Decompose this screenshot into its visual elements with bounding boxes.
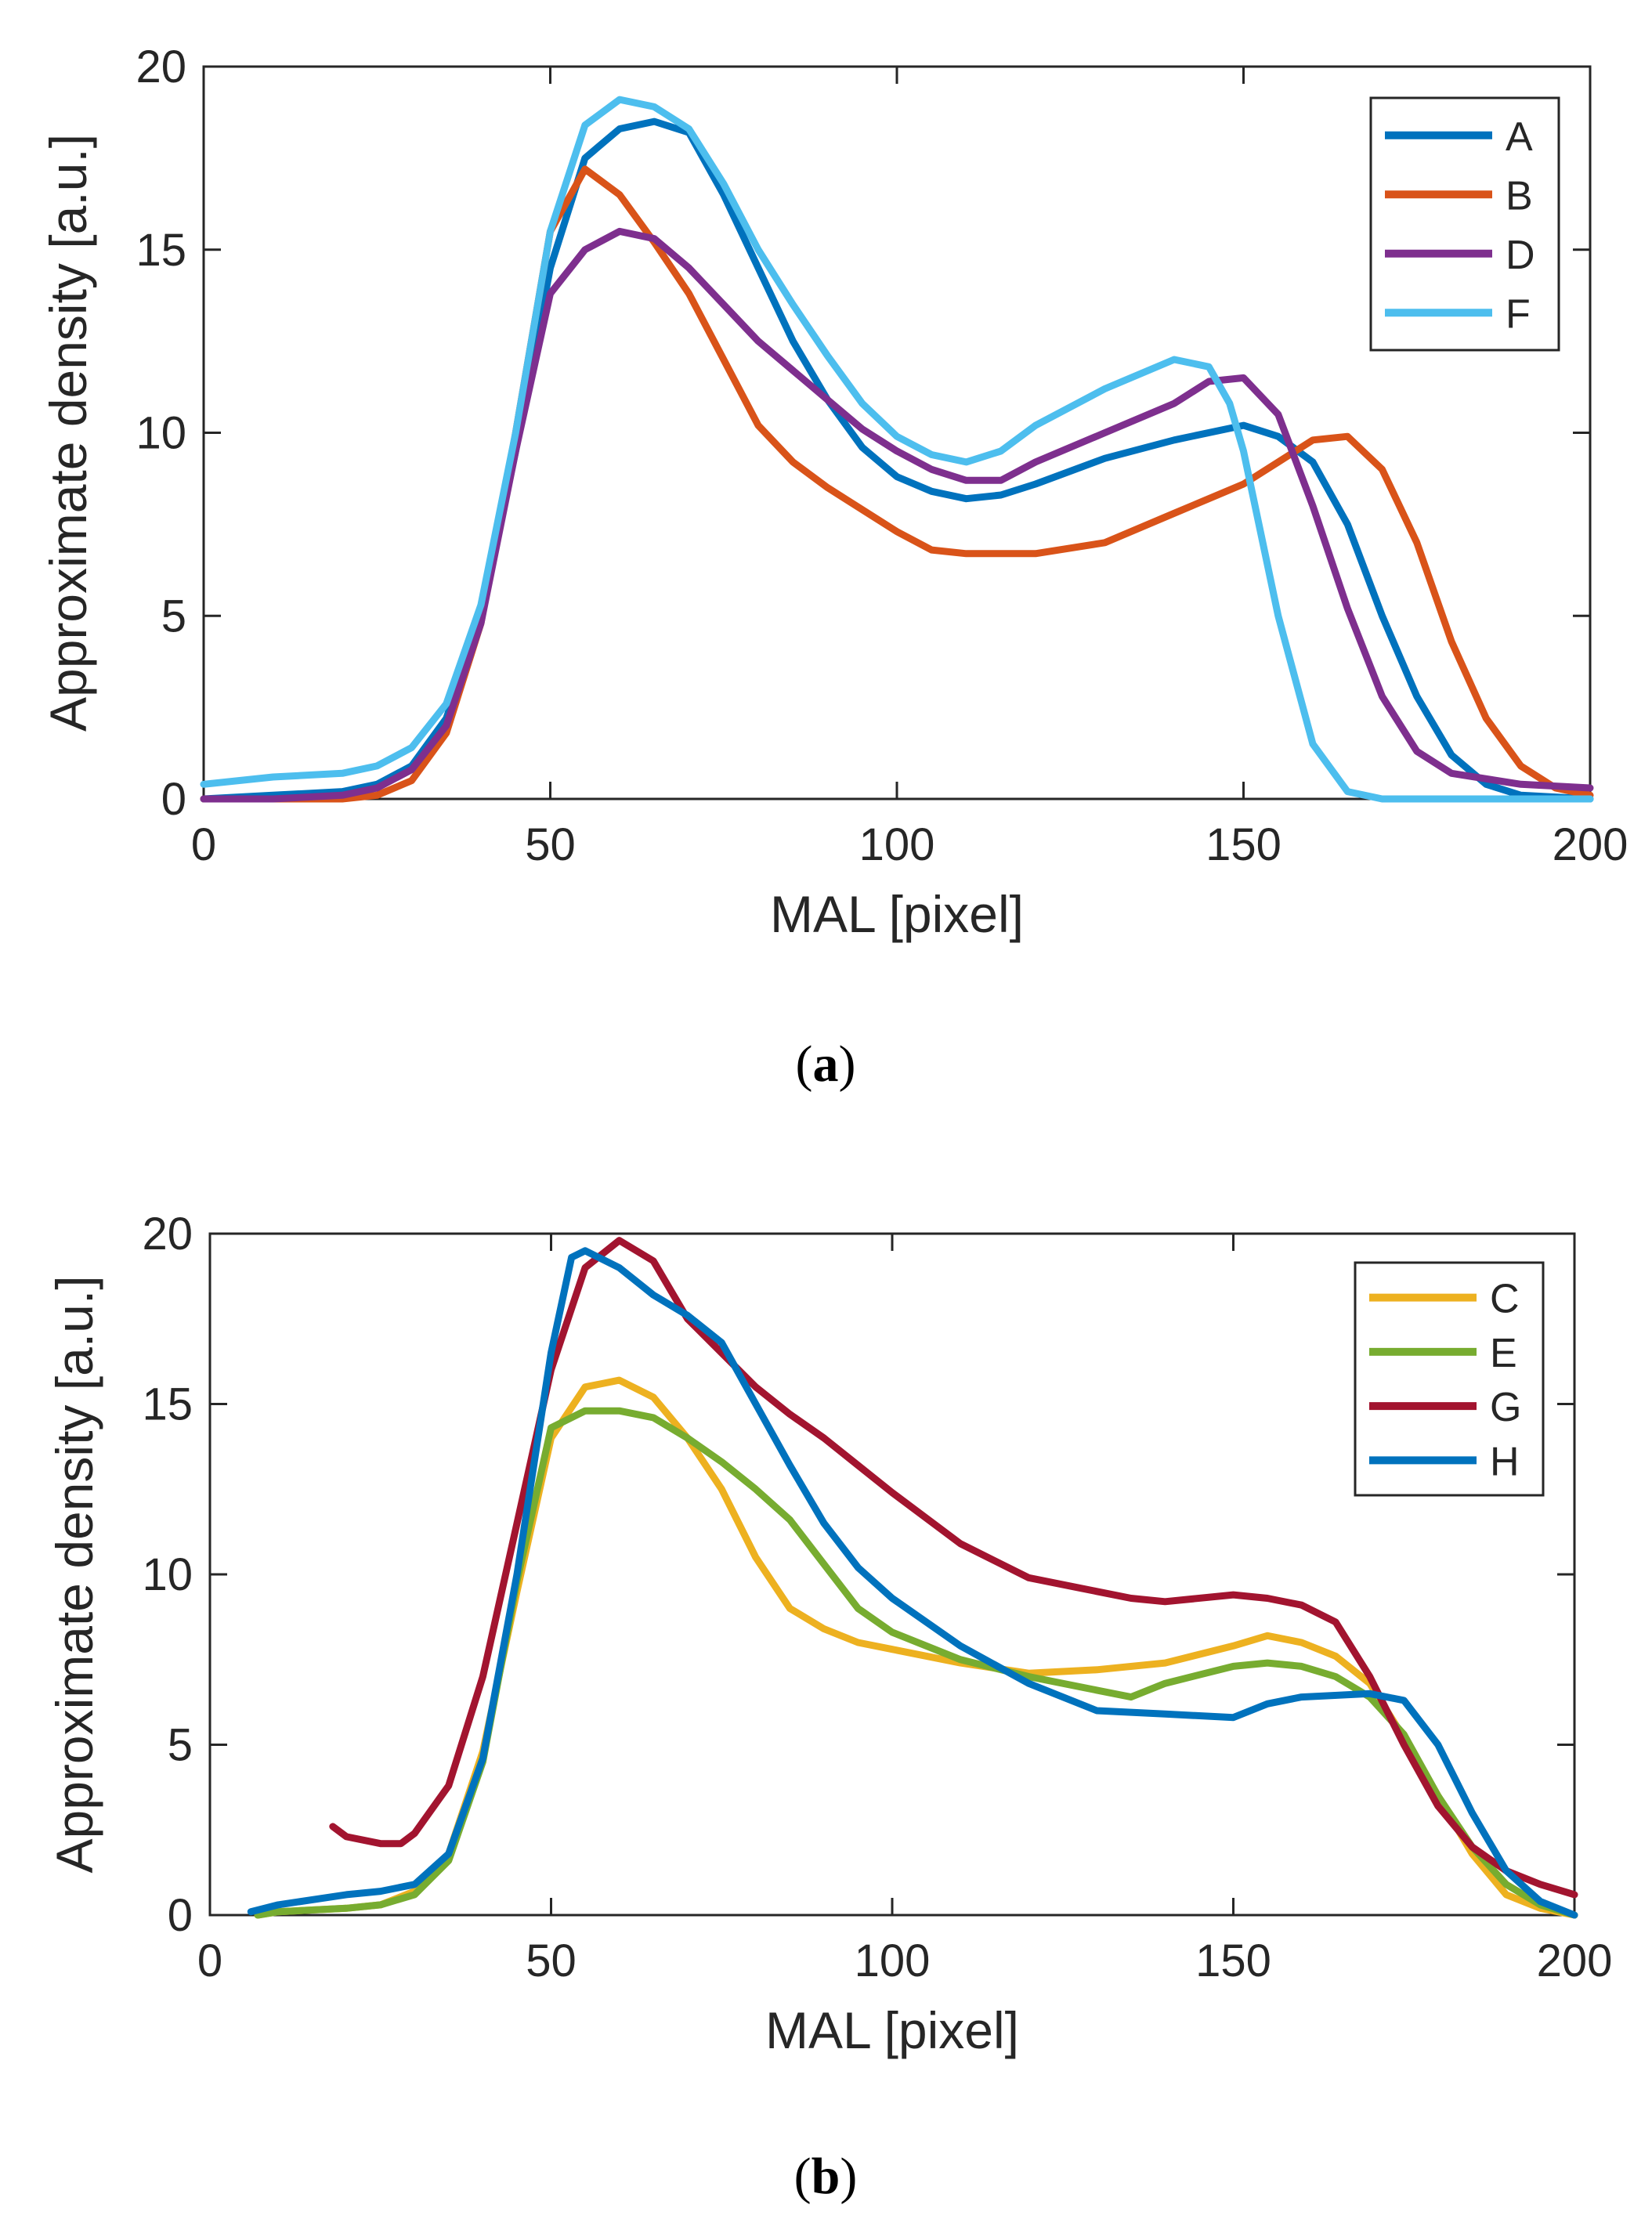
series-line-D	[200, 227, 1594, 803]
y-tick-label: 5	[168, 1720, 193, 1771]
x-tick-label: 50	[525, 819, 576, 870]
x-axis-label: MAL [pixel]	[765, 2001, 1019, 2059]
y-axis-label: Approximate density [a.u.]	[39, 134, 97, 732]
y-axis-label: Approximate density [a.u.]	[45, 1275, 103, 1873]
panel-caption: (b)	[794, 2148, 858, 2205]
y-tick-label: 15	[136, 225, 186, 276]
series-line-H	[247, 1247, 1578, 1919]
caption-paren-open: (	[796, 1035, 813, 1093]
caption-letter: a	[813, 1035, 839, 1093]
panel-a: 0 50 100 150 200 0 5 10 15 20 MAL [pixel] Approxima…	[39, 42, 1628, 1093]
y-tick-label: 20	[136, 42, 186, 92]
x-tick-label: 150	[1195, 1935, 1271, 1986]
y-tick-label: 20	[142, 1209, 193, 1259]
legend-label-G: G	[1490, 1385, 1521, 1430]
legend-label-B: B	[1506, 173, 1533, 219]
series-line-F	[200, 96, 1594, 803]
caption-paren-open: (	[794, 2148, 812, 2205]
x-tick-label: 0	[197, 1935, 222, 1986]
legend-label-D: D	[1506, 233, 1535, 278]
legend-label-E: E	[1490, 1331, 1517, 1376]
x-tick-label: 150	[1206, 819, 1281, 870]
legend-label-F: F	[1506, 291, 1531, 337]
panel-b: 0 50 100 150 200 0 5 10 15 20 MAL [pixel] Approxima…	[45, 1209, 1612, 2205]
y-tick-label: 10	[136, 408, 186, 459]
y-tick-label: 0	[168, 1890, 193, 1941]
legend-label-A: A	[1506, 114, 1533, 160]
y-tick-label: 0	[161, 774, 186, 825]
y-tick-label: 5	[161, 591, 186, 641]
y-tick-label: 15	[142, 1379, 193, 1430]
caption-letter: b	[812, 2148, 840, 2205]
x-tick-label: 100	[855, 1935, 931, 1986]
legend-label-H: H	[1490, 1439, 1520, 1484]
x-tick-label: 200	[1553, 819, 1629, 870]
caption-paren-close: )	[840, 2148, 857, 2205]
panel-caption: (a)	[796, 1035, 856, 1093]
legend-label-C: C	[1490, 1277, 1520, 1322]
legend-box	[1369, 96, 1560, 352]
x-tick-label: 100	[859, 819, 935, 870]
x-tick-label: 50	[526, 1935, 577, 1986]
y-tick-label: 10	[142, 1549, 193, 1600]
caption-paren-close: )	[839, 1035, 856, 1093]
x-axis-label: MAL [pixel]	[770, 885, 1024, 943]
x-tick-label: 0	[191, 819, 216, 870]
x-tick-label: 200	[1537, 1935, 1613, 1986]
